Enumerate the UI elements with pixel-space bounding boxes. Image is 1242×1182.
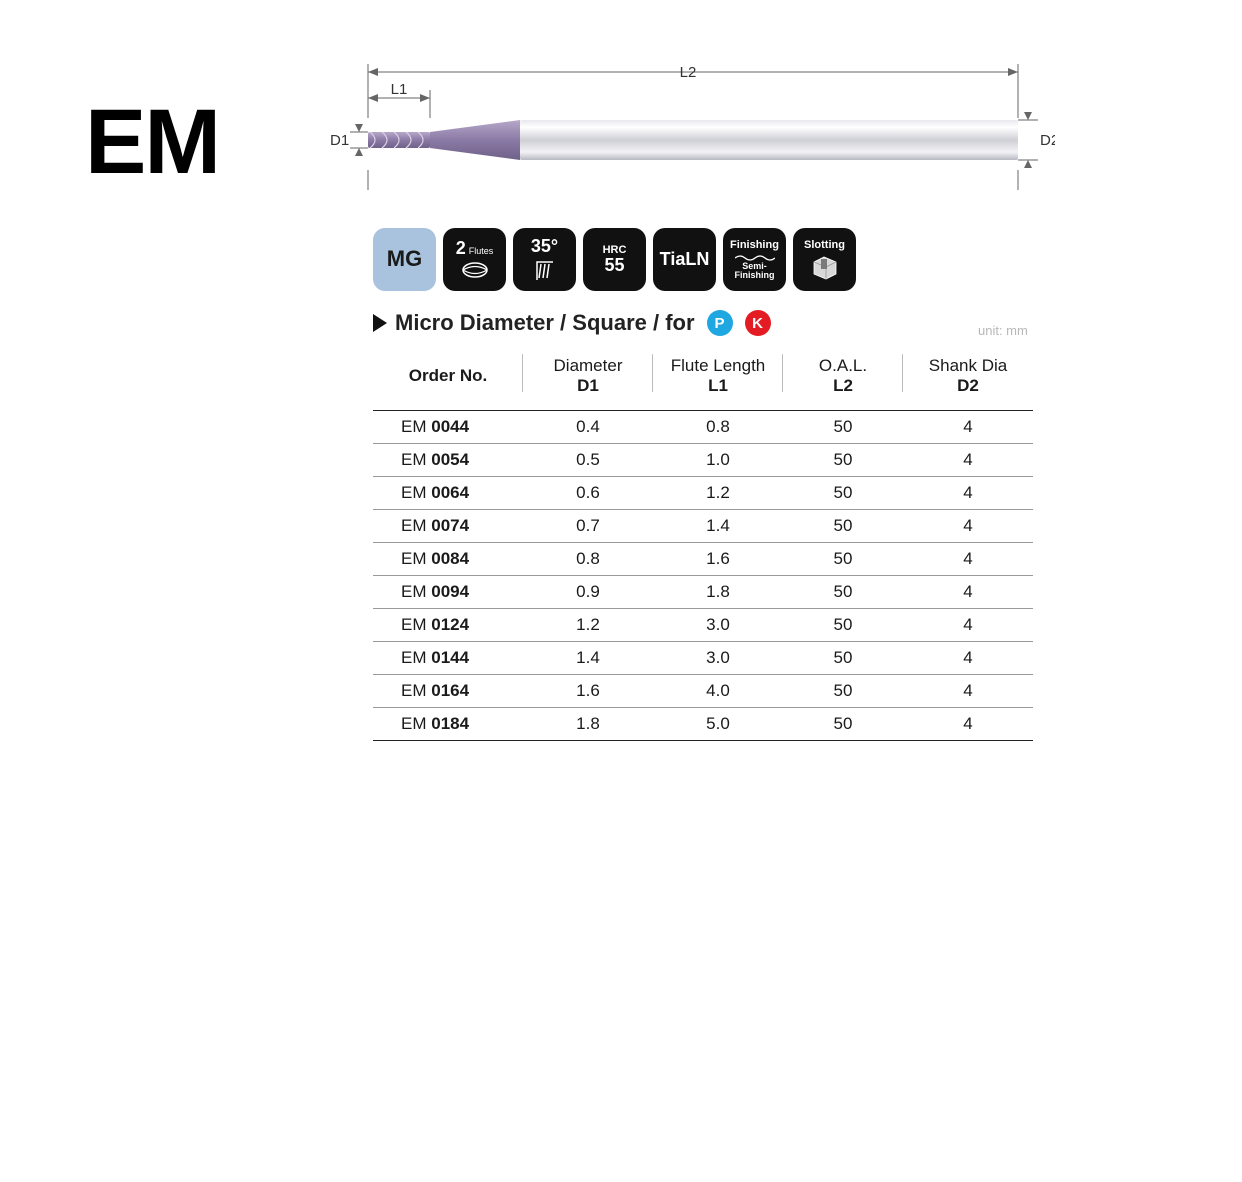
cell-d2: 4	[903, 642, 1033, 675]
table-row: EM 00840.81.6504	[373, 543, 1033, 576]
diagram-label-d1: D1	[330, 132, 349, 149]
table-body: EM 00440.40.8504EM 00540.51.0504EM 00640…	[373, 411, 1033, 741]
table-row: EM 01441.43.0504	[373, 642, 1033, 675]
cell-d1: 0.5	[523, 444, 653, 477]
cell-l2: 50	[783, 642, 903, 675]
spec-table: Order No. DiameterD1 Flute LengthL1 O.A.…	[373, 346, 1033, 741]
badge-flutes: 2 Flutes	[443, 228, 506, 291]
table-row: EM 01841.85.0504	[373, 708, 1033, 741]
cell-d1: 0.8	[523, 543, 653, 576]
cell-l2: 50	[783, 609, 903, 642]
helix-icon	[533, 258, 557, 282]
cell-d2: 4	[903, 510, 1033, 543]
cell-l1: 1.2	[653, 477, 783, 510]
series-label: EM	[85, 90, 219, 195]
badge-row: MG 2 Flutes 35° HRC 55 TiaLN Finishing S…	[373, 228, 856, 291]
cell-l1: 1.8	[653, 576, 783, 609]
cell-d2: 4	[903, 477, 1033, 510]
material-chip-p: P	[707, 310, 733, 336]
table-row: EM 01241.23.0504	[373, 609, 1033, 642]
cell-l1: 1.6	[653, 543, 783, 576]
cell-l2: 50	[783, 477, 903, 510]
table-row: EM 00540.51.0504	[373, 444, 1033, 477]
cell-order: EM 0064	[373, 477, 523, 510]
cell-l2: 50	[783, 411, 903, 444]
table-header-row: Order No. DiameterD1 Flute LengthL1 O.A.…	[373, 346, 1033, 411]
cell-l1: 4.0	[653, 675, 783, 708]
cell-d2: 4	[903, 609, 1033, 642]
cell-l1: 1.0	[653, 444, 783, 477]
cell-l2: 50	[783, 510, 903, 543]
cell-order: EM 0184	[373, 708, 523, 741]
cell-l1: 3.0	[653, 609, 783, 642]
cell-l1: 5.0	[653, 708, 783, 741]
cell-order: EM 0144	[373, 642, 523, 675]
cell-l1: 0.8	[653, 411, 783, 444]
cell-order: EM 0084	[373, 543, 523, 576]
table-row: EM 00640.61.2504	[373, 477, 1033, 510]
table-row: EM 01641.64.0504	[373, 675, 1033, 708]
diagram-label-l1: L1	[391, 81, 408, 98]
badge-helix: 35°	[513, 228, 576, 291]
table-row: EM 00740.71.4504	[373, 510, 1033, 543]
cell-d1: 0.9	[523, 576, 653, 609]
badge-finishing: Finishing Semi- Finishing	[723, 228, 786, 291]
cell-d1: 1.6	[523, 675, 653, 708]
cell-d2: 4	[903, 444, 1033, 477]
material-chip-k: K	[745, 310, 771, 336]
flutes-icon	[461, 260, 489, 280]
badge-hrc: HRC 55	[583, 228, 646, 291]
cell-l2: 50	[783, 675, 903, 708]
tool-diagram: L2 L1 D1 D2	[320, 60, 1055, 210]
cell-d2: 4	[903, 708, 1033, 741]
cell-order: EM 0054	[373, 444, 523, 477]
table-row: EM 00440.40.8504	[373, 411, 1033, 444]
cell-d2: 4	[903, 576, 1033, 609]
cell-order: EM 0164	[373, 675, 523, 708]
cell-d1: 0.6	[523, 477, 653, 510]
cell-order: EM 0044	[373, 411, 523, 444]
cell-l2: 50	[783, 576, 903, 609]
unit-label: unit: mm	[978, 323, 1028, 338]
cell-l2: 50	[783, 543, 903, 576]
cell-l2: 50	[783, 708, 903, 741]
diagram-label-l2: L2	[680, 64, 697, 81]
badge-coating: TiaLN	[653, 228, 716, 291]
cell-d2: 4	[903, 543, 1033, 576]
cell-d1: 0.7	[523, 510, 653, 543]
cell-l2: 50	[783, 444, 903, 477]
cell-d1: 1.8	[523, 708, 653, 741]
cell-order: EM 0074	[373, 510, 523, 543]
cell-d2: 4	[903, 411, 1033, 444]
diagram-label-d2: D2	[1040, 132, 1055, 149]
triangle-icon	[373, 314, 387, 332]
cell-d1: 0.4	[523, 411, 653, 444]
cell-d1: 1.4	[523, 642, 653, 675]
cell-order: EM 0124	[373, 609, 523, 642]
section-title: Micro Diameter / Square / for	[395, 310, 695, 336]
badge-slotting: Slotting	[793, 228, 856, 291]
table-row: EM 00940.91.8504	[373, 576, 1033, 609]
cell-d2: 4	[903, 675, 1033, 708]
cell-l1: 3.0	[653, 642, 783, 675]
badge-mg: MG	[373, 228, 436, 291]
cell-l1: 1.4	[653, 510, 783, 543]
section-header: Micro Diameter / Square / for P K	[373, 310, 1033, 336]
cell-d1: 1.2	[523, 609, 653, 642]
cell-order: EM 0094	[373, 576, 523, 609]
slotting-icon	[810, 254, 840, 280]
